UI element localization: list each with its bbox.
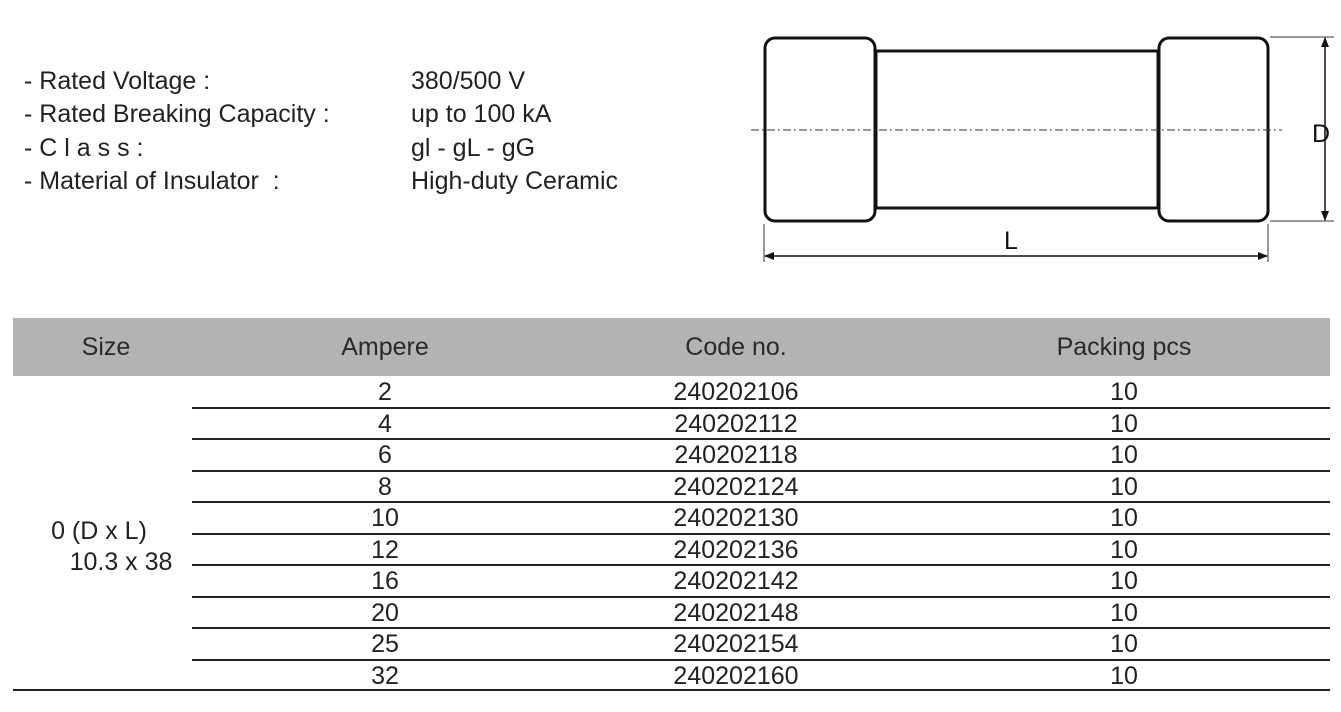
ampere-cell: 6	[378, 441, 392, 469]
table-row: 12 240202136 10	[192, 535, 1330, 566]
code-cell: 240202130	[673, 504, 799, 532]
spec-label: - C l a s s :	[24, 134, 144, 162]
table-row: 20 240202148 10	[192, 598, 1330, 629]
code-cell: 240202112	[674, 409, 798, 438]
header-ampere: Ampere	[341, 333, 429, 361]
packing-cell: 10	[1110, 535, 1138, 564]
table-row: 10 240202130 10	[192, 503, 1330, 535]
ampere-cell: 10	[371, 504, 399, 532]
table-row: 4 240202112 10	[192, 409, 1330, 440]
ampere-cell: 16	[371, 567, 399, 595]
fuse-dimension-diagram: D L	[751, 36, 1334, 262]
table-row: 25 240202154 10	[192, 629, 1330, 661]
spec-value: High-duty Ceramic	[411, 167, 619, 195]
table-row: 2 240202106 10	[192, 377, 1330, 409]
ampere-cell: 32	[371, 661, 399, 690]
header-packing: Packing pcs	[1056, 333, 1192, 361]
table-row: 32 240202160 10	[192, 661, 1330, 693]
l-label: L	[1004, 227, 1018, 255]
d-label: D	[1312, 120, 1330, 148]
packing-cell: 10	[1110, 409, 1138, 438]
ampere-cell: 25	[371, 630, 399, 658]
packing-cell: 10	[1110, 661, 1138, 690]
packing-cell: 10	[1110, 472, 1138, 501]
table-row: 16 240202142 10	[192, 566, 1330, 598]
spec-label: - Rated Voltage :	[24, 67, 211, 95]
header-code: Code no.	[685, 333, 787, 361]
packing-cell: 10	[1110, 378, 1138, 406]
code-cell: 240202106	[673, 378, 799, 406]
spec-value: gl - gL - gG	[411, 134, 536, 162]
packing-cell: 10	[1110, 567, 1138, 595]
table-row: 6 240202118 10	[192, 440, 1330, 472]
size-designation: 0 (D x L)	[51, 517, 147, 545]
ampere-cell: 2	[378, 378, 392, 406]
code-cell: 240202124	[673, 472, 799, 501]
spec-label: - Rated Breaking Capacity :	[24, 100, 330, 128]
spec-value: 380/500 V	[411, 67, 525, 95]
spec-value: up to 100 kA	[411, 100, 552, 128]
table-bottom-border	[13, 689, 1330, 691]
packing-cell: 10	[1110, 504, 1138, 532]
size-cell: 0 (D x L) 10.3 x 38	[24, 516, 194, 578]
code-cell: 240202142	[673, 567, 799, 595]
spec-label: - Material of Insulator :	[24, 167, 280, 195]
code-cell: 240202154	[673, 630, 799, 658]
code-cell: 240202160	[673, 661, 799, 690]
ampere-cell: 20	[371, 598, 399, 627]
ampere-cell: 8	[378, 472, 392, 501]
packing-cell: 10	[1110, 441, 1138, 469]
ampere-cell: 4	[378, 409, 392, 438]
code-cell: 240202136	[673, 535, 799, 564]
ampere-cell: 12	[371, 535, 399, 564]
size-dimensions: 10.3 x 38	[69, 548, 173, 576]
header-size: Size	[81, 333, 131, 361]
code-cell: 240202118	[674, 441, 798, 469]
table-row: 8 240202124 10	[192, 472, 1330, 503]
packing-cell: 10	[1110, 598, 1138, 627]
table-header: Size Ampere Code no. Packing pcs	[13, 318, 1330, 376]
packing-cell: 10	[1110, 630, 1138, 658]
code-cell: 240202148	[673, 598, 799, 627]
